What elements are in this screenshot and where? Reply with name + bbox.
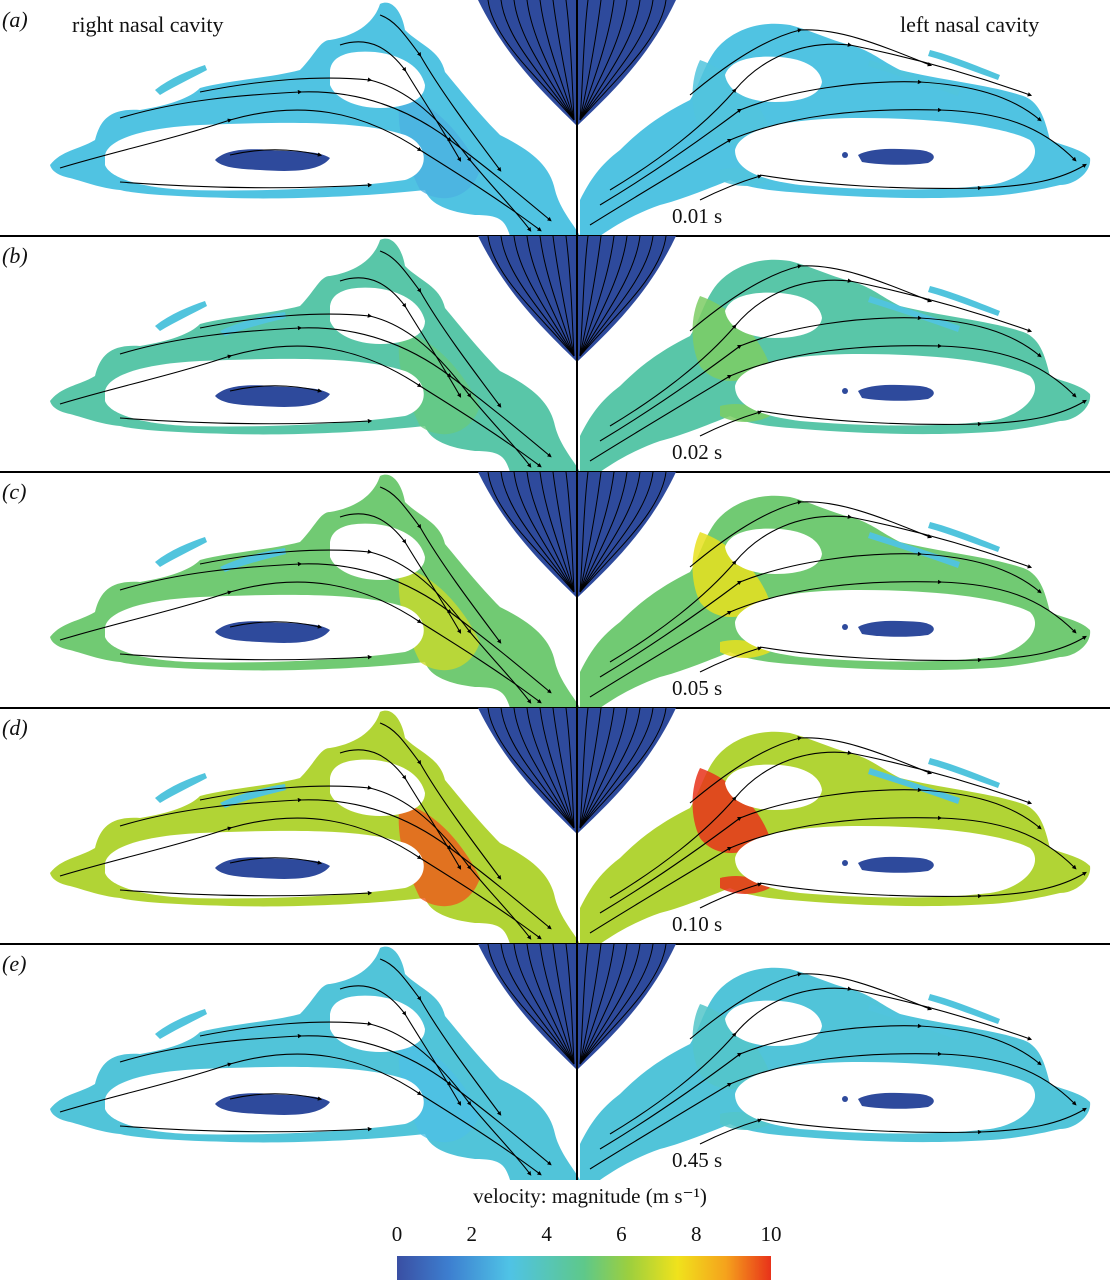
panel-letter: (d) — [2, 715, 28, 740]
colorbar-tick-label: 8 — [691, 1222, 702, 1246]
colorbar-ticks: 0 2 4 6 8 10 — [392, 1222, 782, 1246]
panel-letter: (a) — [2, 7, 28, 32]
panel-stack: (a) 0.01 s right nasal cavity left nasal ca… — [0, 0, 1110, 1180]
time-label: 0.10 s — [672, 912, 722, 936]
streamlines — [59, 14, 1087, 232]
left-cavity — [580, 23, 1091, 236]
panel-d: (d) 0.10 s — [0, 707, 1110, 945]
streamlines — [59, 250, 1087, 468]
time-label: 0.45 s — [672, 1148, 722, 1172]
septum-wedge — [478, 707, 676, 833]
panel-letter: (c) — [2, 479, 26, 504]
colorbar-tick-label: 6 — [616, 1222, 627, 1246]
septum-wedge — [478, 0, 676, 125]
left-cavity — [580, 731, 1091, 944]
streamlines — [59, 722, 1087, 940]
time-label: 0.05 s — [672, 676, 722, 700]
left-cavity — [580, 967, 1091, 1180]
panel-letter: (b) — [2, 243, 28, 268]
septum-wedge — [478, 471, 676, 597]
colorbar-tick-label: 10 — [761, 1222, 782, 1246]
colorbar-gradient — [397, 1256, 771, 1280]
time-label: 0.01 s — [672, 204, 722, 228]
left-cavity — [580, 259, 1091, 472]
colorbar: velocity: magnitude (m s⁻¹) 0 2 4 6 8 10 — [392, 1184, 782, 1280]
panel-c: (c) 0.05 s — [0, 471, 1110, 709]
colorbar-tick-label: 0 — [392, 1222, 403, 1246]
time-label: 0.02 s — [672, 440, 722, 464]
streamlines — [59, 958, 1087, 1176]
colorbar-tick-label: 2 — [467, 1222, 478, 1246]
colorbar-tick-label: 4 — [541, 1222, 552, 1246]
right-cavity-label: right nasal cavity — [72, 12, 224, 37]
panel-e: (e) 0.45 s — [2, 943, 1091, 1180]
left-cavity-label: left nasal cavity — [900, 12, 1039, 37]
panel-a: (a) 0.01 s right nasal cavity left nasal ca… — [0, 0, 1110, 237]
colorbar-title: velocity: magnitude (m s⁻¹) — [473, 1184, 707, 1208]
left-cavity — [580, 495, 1091, 708]
panel-b: (b) 0.02 s — [0, 235, 1110, 473]
streamlines — [59, 486, 1087, 704]
panel-letter: (e) — [2, 951, 26, 976]
